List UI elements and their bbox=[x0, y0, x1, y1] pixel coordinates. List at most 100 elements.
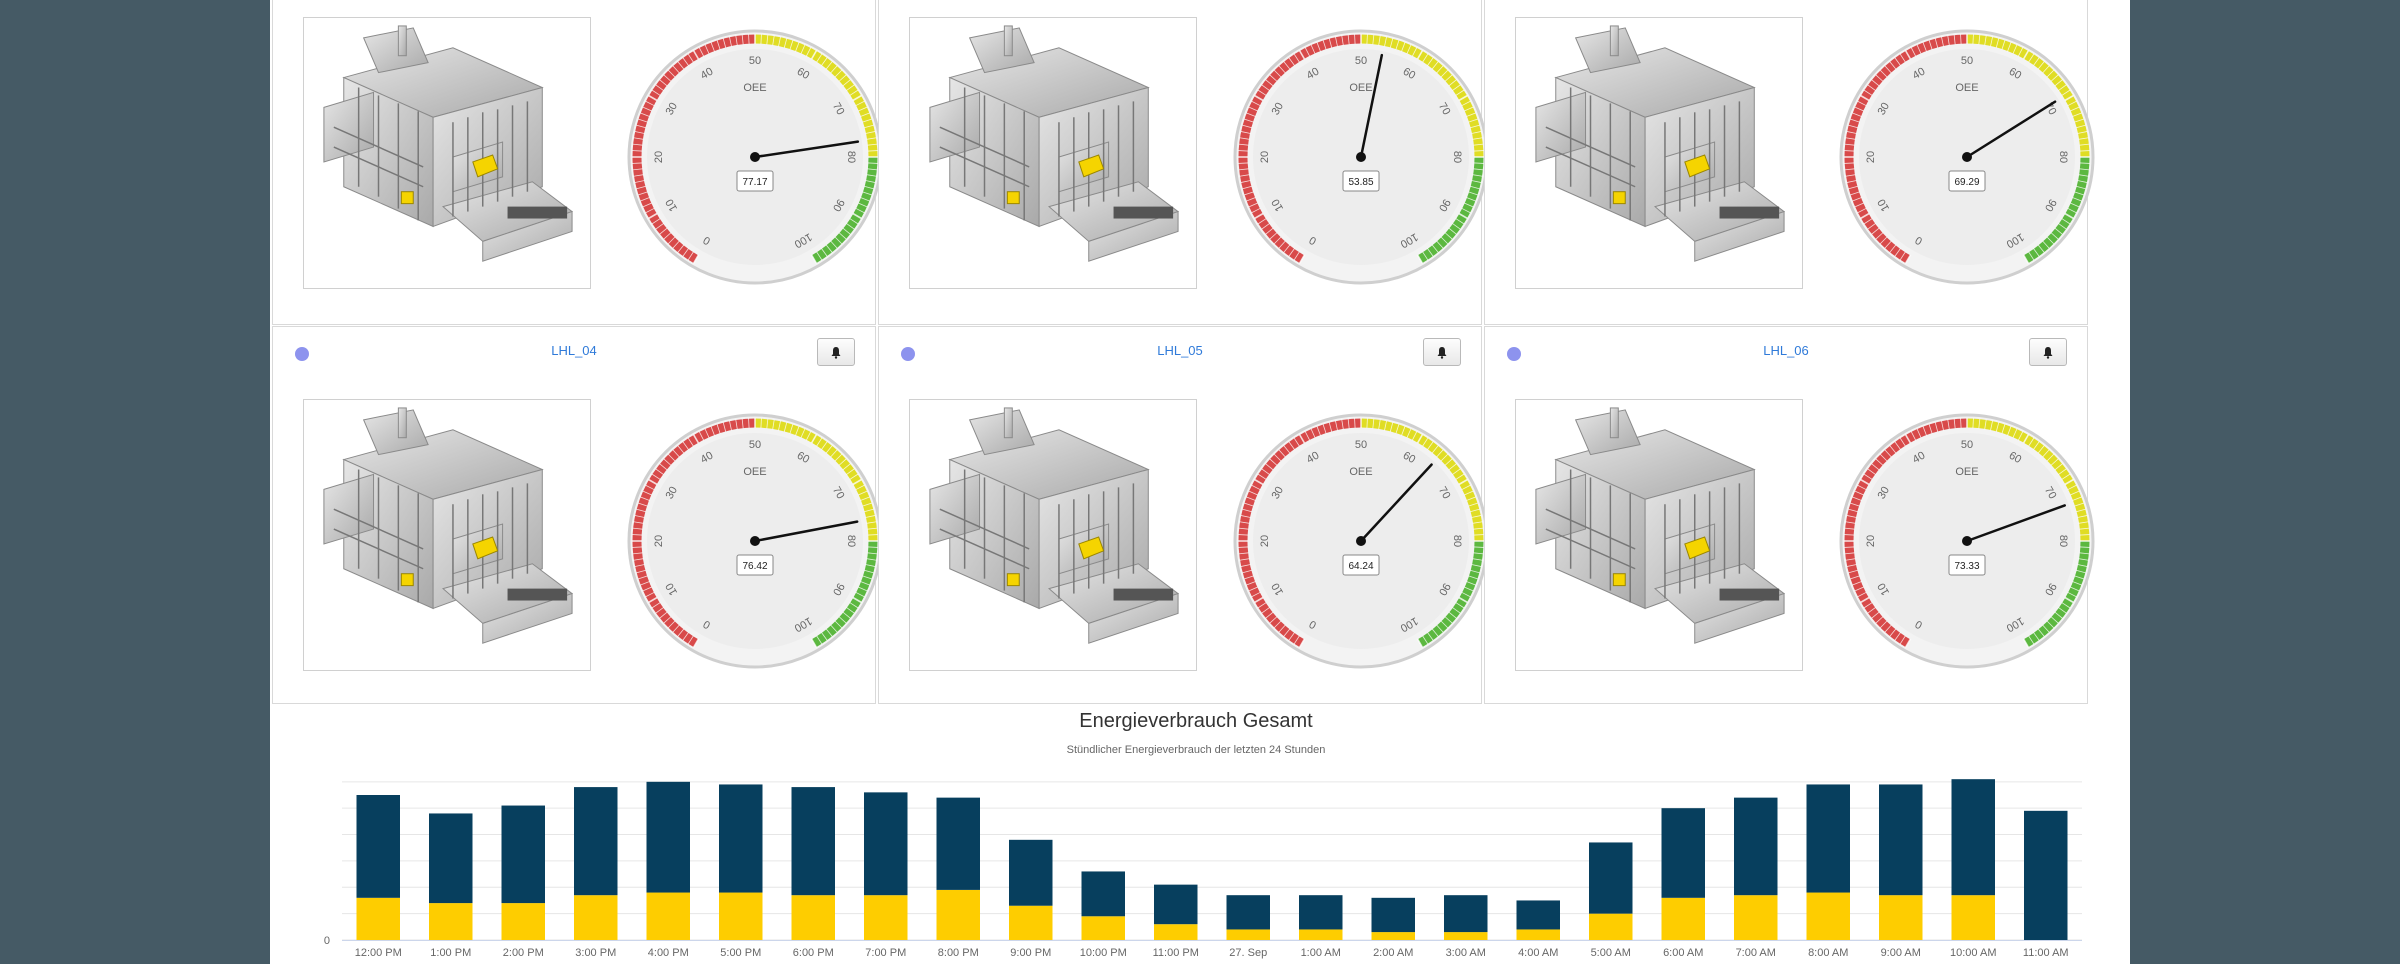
gauge-tick bbox=[821, 632, 828, 641]
bar-segment-upper[interactable] bbox=[1081, 871, 1126, 917]
gauge-tick bbox=[1243, 575, 1254, 580]
bar-segment-upper[interactable] bbox=[356, 795, 401, 898]
gauge-tick bbox=[672, 240, 680, 249]
gauge-tick bbox=[1283, 61, 1291, 70]
x-tick-label: 10:00 AM bbox=[1950, 947, 1996, 959]
alarm-button[interactable] bbox=[1423, 338, 1461, 366]
bar-segment-upper[interactable] bbox=[574, 787, 618, 896]
gauge-tick bbox=[834, 453, 843, 462]
bar-segment-upper[interactable] bbox=[1154, 884, 1198, 925]
gauge-value-box bbox=[1342, 170, 1380, 192]
bar-segment-lower[interactable] bbox=[1806, 892, 1851, 940]
gauge-tick bbox=[1261, 607, 1270, 614]
bar-segment-lower[interactable] bbox=[1371, 932, 1416, 940]
bar-segment-upper[interactable] bbox=[1516, 900, 1561, 930]
bar-segment-upper[interactable] bbox=[501, 805, 546, 904]
bar-segment-lower[interactable] bbox=[1444, 932, 1488, 940]
gauge-tick bbox=[1378, 35, 1381, 46]
gauge-tick-label: 50 bbox=[1355, 55, 1367, 67]
bar-segment-lower[interactable] bbox=[574, 895, 618, 940]
gauge-tick bbox=[1265, 463, 1274, 471]
bar-segment-lower[interactable] bbox=[429, 903, 473, 940]
bar-segment-upper[interactable] bbox=[429, 813, 473, 904]
bar-segment-lower[interactable] bbox=[1009, 905, 1053, 940]
bar-segment-upper[interactable] bbox=[1226, 895, 1271, 930]
alarm-button[interactable] bbox=[817, 338, 855, 366]
gauge-tick bbox=[1470, 124, 1480, 129]
gauge-tick-label: 20 bbox=[1259, 151, 1271, 163]
panel-title-link[interactable]: LHL_06 bbox=[1763, 343, 1809, 358]
bar-segment-upper[interactable] bbox=[936, 797, 981, 890]
gauge-tick-label: 30 bbox=[664, 485, 681, 502]
gauge-tick bbox=[1293, 437, 1300, 447]
bar-segment-lower[interactable] bbox=[501, 903, 546, 940]
alarm-button[interactable] bbox=[2029, 338, 2067, 366]
gauge-tick bbox=[659, 463, 668, 471]
gauge-tick bbox=[1422, 635, 1429, 645]
bar-segment-upper[interactable] bbox=[1879, 784, 1923, 896]
bar-segment-lower[interactable] bbox=[864, 895, 908, 940]
bar-segment-upper[interactable] bbox=[1444, 895, 1488, 933]
bar-segment-upper[interactable] bbox=[1589, 842, 1633, 914]
gauge-tick bbox=[687, 635, 694, 645]
gauge-tick bbox=[860, 112, 870, 117]
bar-segment-upper[interactable] bbox=[2024, 810, 2068, 940]
bar-segment-lower[interactable] bbox=[1589, 913, 1633, 940]
panel-title-link[interactable]: LHL_04 bbox=[551, 343, 597, 358]
machine-illustration bbox=[1535, 25, 1786, 262]
gauge-tick bbox=[632, 534, 643, 536]
gauge-tick bbox=[1452, 84, 1461, 91]
gauge-tick bbox=[2022, 254, 2030, 264]
bar-segment-lower[interactable] bbox=[1879, 895, 1923, 940]
gauge-tick bbox=[865, 515, 876, 518]
bar-segment-lower[interactable] bbox=[1226, 929, 1271, 940]
bar-segment-upper[interactable] bbox=[1371, 897, 1416, 933]
gauge-value-box bbox=[1948, 170, 1986, 192]
bar-segment-upper[interactable] bbox=[719, 784, 763, 893]
gauge-tick bbox=[805, 431, 812, 441]
gauge-tick-label: 20 bbox=[1865, 151, 1877, 163]
bar-segment-lower[interactable] bbox=[646, 892, 691, 940]
gauge-tick-label: 20 bbox=[653, 535, 665, 547]
panel-title-link[interactable]: LHL_05 bbox=[1157, 343, 1203, 358]
gauge-tick bbox=[2061, 218, 2071, 225]
bar-segment-lower[interactable] bbox=[1081, 916, 1126, 940]
gauge-tick bbox=[1265, 227, 1274, 235]
bar-segment-upper[interactable] bbox=[1951, 779, 1996, 896]
bar-segment-lower[interactable] bbox=[1734, 895, 1778, 940]
bar-segment-lower[interactable] bbox=[356, 897, 401, 940]
gauge-tick bbox=[2058, 468, 2067, 475]
gauge-tick bbox=[1849, 191, 1860, 196]
bar-segment-lower[interactable] bbox=[1661, 897, 1706, 940]
bar-segment-lower[interactable] bbox=[1951, 895, 1996, 940]
gauge-tick bbox=[1916, 44, 1922, 54]
gauge-tick bbox=[1471, 180, 1482, 183]
bar-segment-lower[interactable] bbox=[936, 889, 981, 940]
bar-segment-lower[interactable] bbox=[1154, 924, 1198, 940]
gauge-title: OEE bbox=[1955, 82, 1978, 94]
bar-segment-lower[interactable] bbox=[719, 892, 763, 940]
bar-segment-upper[interactable] bbox=[1734, 797, 1778, 896]
bar-segment-lower[interactable] bbox=[1299, 929, 1343, 940]
bar-segment-upper[interactable] bbox=[1299, 895, 1343, 930]
machine-illustration bbox=[1535, 407, 1786, 644]
bar-segment-upper[interactable] bbox=[864, 792, 908, 896]
gauge-tick bbox=[1473, 546, 1484, 548]
gauge-tick bbox=[1452, 223, 1461, 230]
bar-segment-lower[interactable] bbox=[791, 895, 836, 940]
bar-segment-upper[interactable] bbox=[791, 787, 836, 896]
gauge-tick bbox=[698, 431, 705, 441]
gauge-tick bbox=[846, 468, 855, 475]
gauge-tick bbox=[1848, 569, 1858, 574]
bar-segment-lower[interactable] bbox=[1516, 929, 1561, 940]
bar-segment-upper[interactable] bbox=[1009, 839, 1053, 906]
gauge-tick bbox=[655, 84, 664, 91]
gauge-tick bbox=[1254, 212, 1264, 220]
bar-segment-upper[interactable] bbox=[646, 781, 691, 893]
bar-segment-upper[interactable] bbox=[1806, 784, 1851, 893]
gauge-tick bbox=[1248, 490, 1258, 496]
bar-segment-upper[interactable] bbox=[1661, 808, 1706, 898]
gauge-pivot bbox=[750, 536, 760, 546]
gauge-tick bbox=[867, 546, 878, 548]
gauge-tick bbox=[748, 34, 750, 45]
